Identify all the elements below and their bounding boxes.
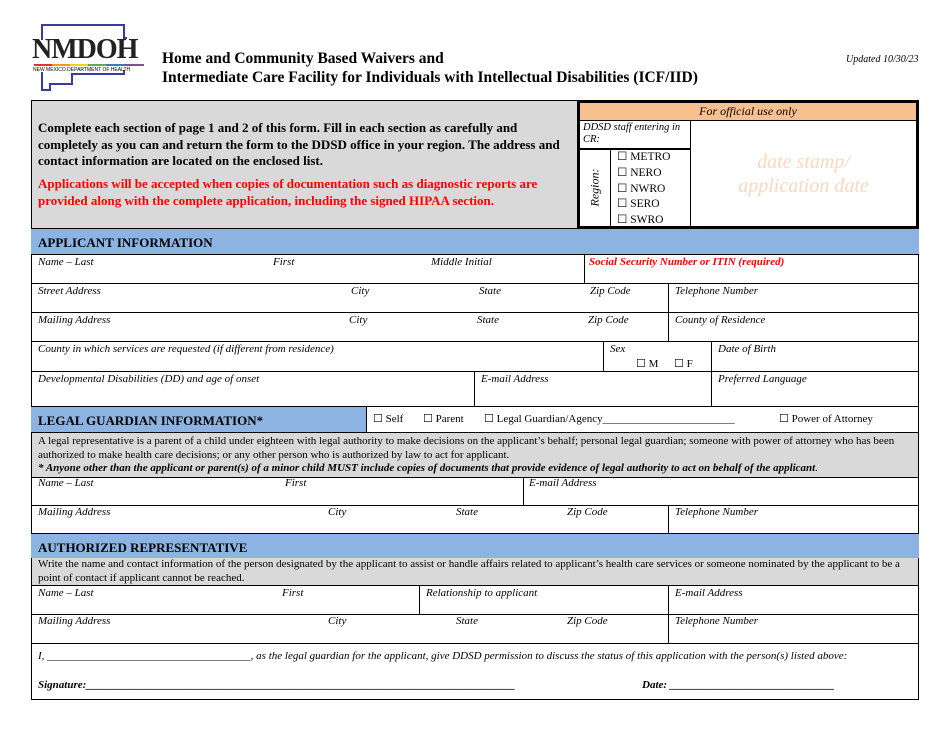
applicant-middle-initial-field[interactable]: Middle Initial	[431, 256, 492, 268]
guardian-note-text: * Anyone other than the applicant or par…	[38, 462, 816, 474]
authorized-email-field[interactable]: E-mail Address	[675, 587, 743, 599]
official-use-title: For official use only	[580, 103, 916, 121]
logo-text: NMDOH	[32, 34, 138, 65]
new-mexico-outline-icon	[34, 24, 144, 91]
guardian-description: A legal representative is a parent of a …	[32, 433, 918, 477]
guardian-mailing-field[interactable]: Mailing Address	[38, 506, 111, 518]
region-swro-checkbox[interactable]: ☐ SWRO	[617, 214, 664, 226]
guardian-description-text: A legal representative is a parent of a …	[38, 435, 895, 461]
guardian-telephone-field[interactable]: Telephone Number	[675, 506, 759, 518]
guardian-parent-checkbox[interactable]: ☐ Parent	[423, 413, 464, 425]
region-nero-checkbox[interactable]: ☐ NERO	[617, 167, 662, 179]
region-metro-checkbox[interactable]: ☐ METRO	[617, 151, 671, 163]
stamp-line2: application date	[738, 175, 869, 197]
date-field[interactable]: Date: ______________________________	[642, 679, 835, 691]
sex-female-checkbox[interactable]: ☐ F	[674, 358, 693, 370]
authorized-description: Write the name and contact information o…	[32, 558, 918, 585]
guardian-first-name-field[interactable]: First	[285, 477, 307, 489]
guardian-last-name-field[interactable]: Name – Last	[38, 477, 94, 489]
applicant-city-field[interactable]: City	[351, 285, 370, 297]
ddsd-staff-label: DDSD staff entering in CR:	[583, 122, 681, 145]
applicant-mailing-field[interactable]: Mailing Address	[38, 314, 111, 326]
updated-date: Updated 10/30/23	[846, 54, 919, 65]
applicant-mailing-zip-field[interactable]: Zip Code	[588, 314, 629, 326]
intro-panel	[32, 101, 577, 228]
applicant-state-field[interactable]: State	[479, 285, 501, 297]
applicant-ssn-field[interactable]: Social Security Number or ITIN (required…	[589, 256, 785, 268]
applicant-mailing-city-field[interactable]: City	[349, 314, 368, 326]
guardian-zip-field[interactable]: Zip Code	[567, 506, 608, 518]
applicant-county-residence-field[interactable]: County of Residence	[675, 314, 766, 326]
applicant-section-header: APPLICANT INFORMATION	[31, 228, 919, 255]
permission-statement[interactable]: I, _____________________________________…	[38, 650, 848, 662]
region-option: NWRO	[630, 183, 666, 195]
authorized-first-name-field[interactable]: First	[282, 587, 304, 599]
applicant-email-field[interactable]: E-mail Address	[481, 373, 549, 385]
applicant-sex-label: Sex	[610, 343, 626, 355]
authorized-state-field[interactable]: State	[456, 615, 478, 627]
applicant-mailing-state-field[interactable]: State	[477, 314, 499, 326]
authorized-city-field[interactable]: City	[328, 615, 347, 627]
guardian-state-field[interactable]: State	[456, 506, 478, 518]
form-box	[31, 100, 919, 700]
region-option: SWRO	[630, 214, 664, 226]
applicant-first-name-field[interactable]: First	[273, 256, 295, 268]
region-option: NERO	[630, 167, 662, 179]
signature-field[interactable]: Signature:______________________________…	[38, 679, 516, 691]
applicant-language-field[interactable]: Preferred Language	[718, 373, 807, 385]
instructions-text: Complete each section of page 1 and 2 of…	[38, 120, 560, 168]
logo-subtitle: NEW MEXICO DEPARTMENT OF HEALTH	[33, 67, 131, 73]
guardian-section-header: LEGAL GUARDIAN INFORMATION*	[31, 406, 367, 433]
guardian-email-field[interactable]: E-mail Address	[529, 477, 597, 489]
authorized-relationship-field[interactable]: Relationship to applicant	[426, 587, 538, 599]
authorized-section-header: AUTHORIZED REPRESENTATIVE	[31, 533, 919, 559]
applicant-telephone-field[interactable]: Telephone Number	[675, 285, 759, 297]
official-use-box	[577, 100, 919, 229]
form-title-line2: Intermediate Care Facility for Individua…	[162, 69, 698, 86]
guardian-poa-checkbox[interactable]: ☐ Power of Attorney	[779, 413, 873, 425]
authorized-telephone-field[interactable]: Telephone Number	[675, 615, 759, 627]
authorized-last-name-field[interactable]: Name – Last	[38, 587, 94, 599]
region-sero-checkbox[interactable]: ☐ SERO	[617, 198, 660, 210]
form-title-line1: Home and Community Based Waivers and	[162, 50, 444, 67]
sex-male-checkbox[interactable]: ☐ M	[636, 358, 659, 370]
applicant-last-name-field[interactable]: Name – Last	[38, 256, 94, 268]
authorized-mailing-field[interactable]: Mailing Address	[38, 615, 111, 627]
region-label: Region:	[587, 168, 602, 207]
guardian-city-field[interactable]: City	[328, 506, 347, 518]
region-option: METRO	[630, 151, 671, 163]
warning-text: Applications will be accepted when copie…	[38, 176, 538, 208]
applicant-dob-field[interactable]: Date of Birth	[718, 343, 777, 355]
applicant-street-field[interactable]: Street Address	[38, 285, 101, 297]
stamp-line1: date stamp/	[757, 151, 850, 173]
applicant-county-services-field[interactable]: County in which services are requested (…	[38, 343, 334, 355]
applicant-zip-field[interactable]: Zip Code	[590, 285, 631, 297]
nmdoh-logo: NMDOH NEW MEXICO DEPARTMENT OF HEALTH	[30, 22, 150, 94]
applicant-dd-field[interactable]: Developmental Disabilities (DD) and age …	[38, 373, 260, 385]
date-stamp-placeholder: date stamp/ application date	[691, 150, 916, 198]
region-option: SERO	[630, 198, 660, 210]
region-nwro-checkbox[interactable]: ☐ NWRO	[617, 183, 666, 195]
authorized-zip-field[interactable]: Zip Code	[567, 615, 608, 627]
guardian-self-checkbox[interactable]: ☐ Self	[373, 413, 404, 425]
guardian-agency-checkbox[interactable]: ☐ Legal Guardian/Agency_________________…	[484, 413, 735, 425]
guardian-note: * Anyone other than the applicant or par…	[38, 462, 818, 474]
